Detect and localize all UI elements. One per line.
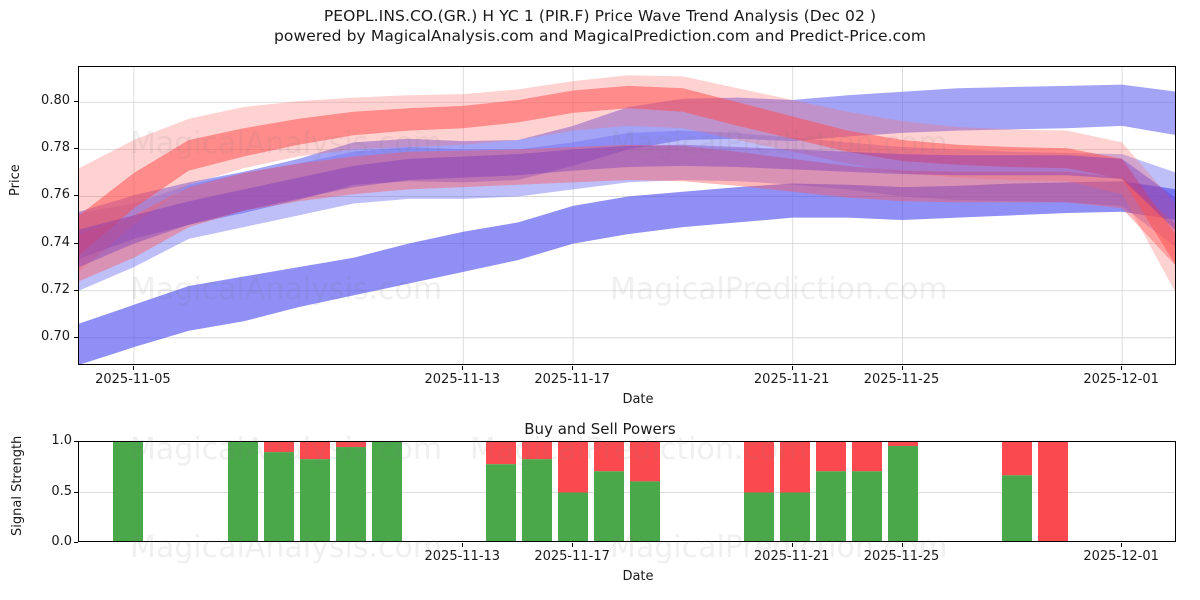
price-band-blue-lower-band — [79, 181, 1175, 364]
powers-y-tickmark — [74, 542, 78, 543]
buy-power-bar[interactable] — [522, 459, 552, 542]
price-x-tick: 2025-11-05 — [95, 372, 171, 387]
price-wave-svg — [79, 67, 1175, 364]
buy-power-bar[interactable] — [113, 442, 143, 542]
powers-y-tickmark — [74, 441, 78, 442]
sell-power-bar[interactable] — [744, 442, 774, 493]
page-title: PEOPL.INS.CO.(GR.) H YC 1 (PIR.F) Price … — [323, 7, 877, 25]
sell-power-bar[interactable] — [300, 442, 330, 460]
sell-power-bar[interactable] — [594, 442, 624, 472]
buy-power-bar[interactable] — [336, 447, 366, 542]
sell-power-bar[interactable] — [852, 442, 882, 472]
price-y-tickmark — [74, 101, 78, 103]
price-band-purple-core-trend — [79, 144, 1175, 268]
price-band-red-core-upper — [79, 85, 1175, 264]
powers-title: Buy and Sell Powers — [524, 420, 676, 438]
price-y-tickmark — [74, 195, 78, 197]
price-y-tick: 0.72 — [41, 281, 70, 297]
price-y-tick: 0.80 — [41, 93, 70, 109]
price-band-blue-mid-upper — [79, 130, 1175, 291]
chart-title-block: PEOPL.INS.CO.(GR.) H YC 1 (PIR.F) Price … — [0, 6, 1200, 46]
buy-power-bar[interactable] — [780, 492, 810, 543]
price-y-tick: 0.70 — [41, 328, 70, 344]
powers-x-tick: 2025-12-01 — [1083, 549, 1159, 564]
buy-power-bar[interactable] — [630, 481, 660, 542]
buy-power-bar[interactable] — [816, 471, 846, 542]
price-x-tickmark — [901, 366, 903, 370]
powers-x-tick: 2025-11-21 — [753, 549, 830, 564]
price-x-tickmark — [1121, 366, 1123, 370]
sell-power-bar[interactable] — [1002, 442, 1032, 476]
powers-x-tick: 2025-11-13 — [424, 549, 501, 564]
powers-x-tickmark — [1121, 543, 1123, 547]
buy-power-bar[interactable] — [594, 471, 624, 542]
buy-power-bar[interactable] — [372, 442, 402, 542]
buy-power-bar[interactable] — [486, 464, 516, 542]
sell-power-bar[interactable] — [264, 442, 294, 453]
powers-plot-area — [78, 441, 1176, 542]
powers-x-tickmark — [791, 543, 793, 547]
buy-power-bar[interactable] — [744, 492, 774, 543]
sell-power-bar[interactable] — [1038, 442, 1068, 542]
price-x-tickmark — [132, 366, 134, 370]
price-plot-area — [78, 66, 1176, 365]
price-x-axis-label: Date — [622, 392, 654, 407]
sell-power-bar[interactable] — [486, 442, 516, 465]
page-subtitle: powered by MagicalAnalysis.com and Magic… — [273, 27, 927, 45]
price-band-red-lower-mid — [79, 144, 1175, 282]
powers-bar-svg — [79, 442, 1175, 543]
powers-x-axis-label: Date — [622, 569, 654, 584]
sell-power-bar[interactable] — [816, 442, 846, 472]
price-y-tickmark — [74, 336, 78, 338]
price-x-tickmark — [791, 366, 793, 370]
buy-power-bar[interactable] — [1002, 475, 1032, 542]
buy-power-bar[interactable] — [888, 446, 918, 542]
sell-power-bar[interactable] — [522, 442, 552, 460]
price-y-tick: 0.78 — [41, 140, 70, 156]
sell-power-bar[interactable] — [558, 442, 588, 493]
price-x-tick: 2025-11-13 — [424, 372, 501, 387]
price-x-tickmark — [462, 366, 464, 370]
buy-power-bar[interactable] — [228, 442, 258, 542]
sell-power-bar[interactable] — [336, 442, 366, 448]
price-x-tickmark — [572, 366, 574, 370]
price-y-tick: 0.74 — [41, 234, 70, 250]
buy-power-bar[interactable] — [300, 459, 330, 542]
sell-power-bar[interactable] — [888, 442, 918, 447]
powers-y-tick: 1.0 — [51, 433, 72, 448]
powers-x-tick: 2025-11-17 — [534, 549, 610, 564]
powers-x-tickmark — [901, 543, 903, 547]
powers-x-tickmark — [462, 543, 464, 547]
powers-x-tickmark — [572, 543, 574, 547]
powers-y-tick: 0.5 — [51, 483, 72, 499]
price-x-tick: 2025-11-17 — [534, 372, 610, 387]
price-y-tickmark — [74, 148, 78, 150]
powers-x-tick: 2025-11-25 — [863, 549, 940, 564]
powers-y-tickmark — [74, 491, 78, 493]
powers-y-tick: 0.0 — [51, 534, 72, 549]
price-x-tick: 2025-12-01 — [1083, 372, 1159, 387]
sell-power-bar[interactable] — [780, 442, 810, 493]
price-y-tick: 0.76 — [41, 187, 70, 203]
buy-power-bar[interactable] — [558, 492, 588, 543]
price-y-tickmark — [74, 289, 78, 291]
price-x-tick: 2025-11-25 — [863, 372, 940, 387]
price-y-tickmark — [74, 242, 78, 244]
sell-power-bar[interactable] — [630, 442, 660, 482]
price-band-blue-outer-upper — [79, 84, 1175, 259]
buy-power-bar[interactable] — [264, 452, 294, 542]
buy-power-bar[interactable] — [852, 471, 882, 542]
price-x-tick: 2025-11-21 — [753, 372, 830, 387]
